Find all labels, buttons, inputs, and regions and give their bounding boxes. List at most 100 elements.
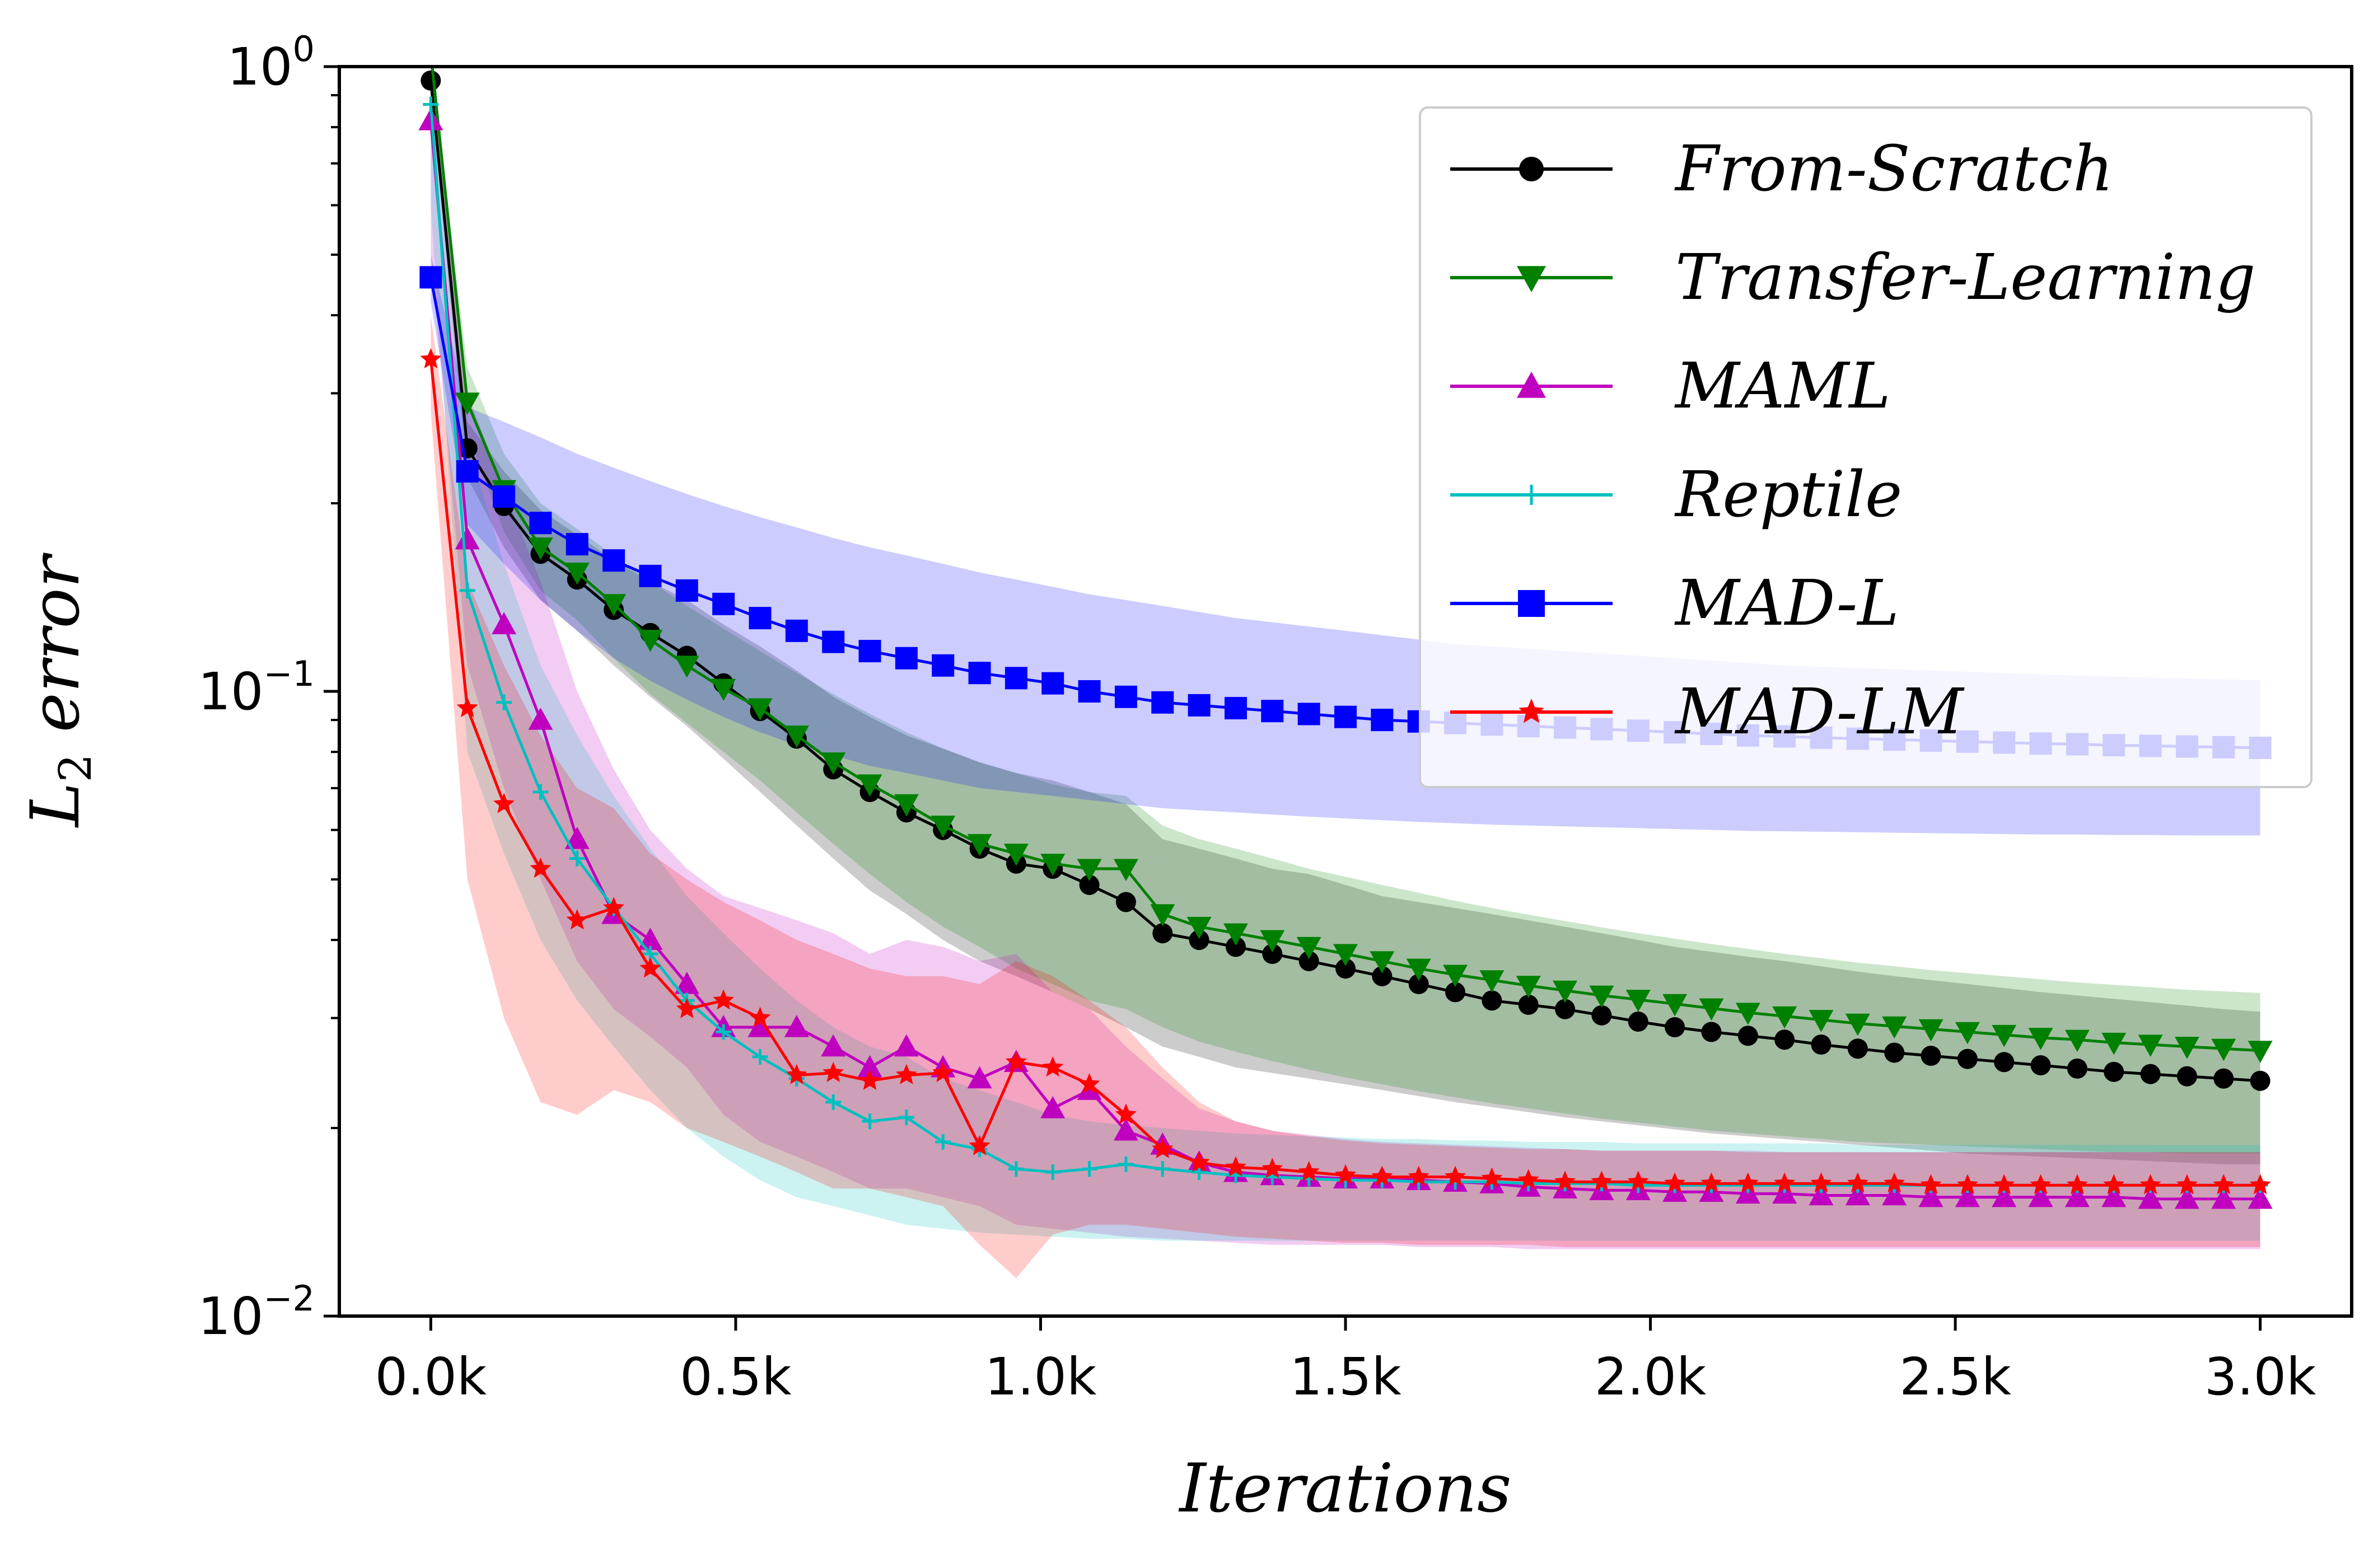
point-transfer-learning [1370, 951, 1395, 973]
point-transfer-learning [638, 630, 663, 652]
point-reptile [862, 1113, 878, 1130]
point-from-scratch [1555, 999, 1576, 1019]
point-maml [2064, 1185, 2090, 1207]
point-mad-lm [1956, 1174, 1978, 1195]
point-transfer-learning [674, 656, 699, 678]
point-maml [1918, 1185, 1943, 1207]
point-transfer-learning [1296, 937, 1321, 959]
point-maml [1992, 1185, 2017, 1207]
point-reptile [1081, 1161, 1097, 1177]
point-mad-lm [786, 1064, 807, 1084]
point-mad-lm [895, 1064, 917, 1084]
point-maml [2174, 1186, 2199, 1209]
series-mad-lm [420, 348, 2271, 1195]
point-mad-lm [2139, 1174, 2161, 1195]
point-from-scratch [1701, 1022, 1722, 1042]
point-reptile [459, 582, 475, 598]
legend-marker [1519, 699, 1544, 723]
point-maml [1845, 1183, 1870, 1206]
point-mad-l [493, 485, 516, 508]
point-transfer-learning [1809, 1010, 1834, 1032]
point-mad-lm [859, 1069, 881, 1090]
point-transfer-learning [894, 794, 919, 817]
y-tick-label: 10−2 [198, 1278, 315, 1346]
point-transfer-learning [2248, 1041, 2273, 1063]
point-mad-l [1005, 667, 1027, 690]
point-mad-lm [2103, 1174, 2125, 1195]
legend-marker [1521, 485, 1541, 505]
point-transfer-learning [1699, 998, 1724, 1021]
legend-label: Reptile [1674, 458, 1902, 531]
point-transfer-learning [1955, 1022, 1980, 1045]
point-mad-lm [2030, 1174, 2052, 1195]
point-transfer-learning [1443, 965, 1468, 987]
point-mad-lm [1481, 1167, 1503, 1188]
point-from-scratch [2250, 1070, 2270, 1091]
point-reptile [716, 1024, 732, 1040]
point-mad-lm [420, 348, 442, 368]
point-transfer-learning [1735, 1003, 1760, 1025]
point-mad-l [1114, 685, 1137, 708]
band-maml [431, 80, 2260, 1249]
point-mad-lm [1554, 1171, 1576, 1191]
point-mad-lm [2249, 1174, 2271, 1195]
point-mad-lm [1225, 1156, 1246, 1177]
point-from-scratch [1372, 966, 1393, 986]
point-from-scratch [1665, 1017, 1685, 1037]
point-mad-lm [1371, 1166, 1393, 1186]
point-mad-l [566, 533, 588, 556]
point-transfer-learning [1625, 990, 1651, 1012]
point-from-scratch [1591, 1005, 1612, 1026]
point-mad-lm [1152, 1138, 1174, 1158]
point-maml [564, 827, 590, 849]
point-maml [747, 1014, 773, 1037]
point-mad-lm [1445, 1166, 1466, 1186]
band-mad-lm [431, 315, 2260, 1279]
point-reptile [1118, 1156, 1134, 1172]
point-reptile [532, 784, 549, 800]
point-transfer-learning [931, 815, 956, 838]
point-from-scratch [2104, 1061, 2124, 1082]
point-mad-lm [566, 909, 588, 930]
point-mad-lm [1920, 1174, 1942, 1195]
point-mad-lm [1042, 1056, 1064, 1077]
point-transfer-learning [1918, 1019, 1943, 1042]
point-mad-l [1041, 672, 1064, 695]
point-mad-l [675, 579, 698, 602]
point-mad-lm [1884, 1172, 1905, 1193]
point-mad-lm [1737, 1172, 1759, 1193]
point-maml [674, 971, 699, 994]
point-mad-l [639, 564, 662, 587]
legend-marker [1517, 372, 1546, 398]
point-transfer-learning [2174, 1036, 2199, 1059]
point-mad-l [1261, 700, 1284, 723]
point-mad-lm [456, 697, 478, 718]
point-maml [857, 1055, 882, 1078]
point-mad-lm [749, 1007, 771, 1027]
point-from-scratch [2030, 1055, 2051, 1076]
point-mad-lm [1005, 1051, 1027, 1071]
point-transfer-learning [2028, 1028, 2053, 1050]
point-mad-lm [2213, 1174, 2235, 1195]
point-transfer-learning [1260, 930, 1285, 953]
point-reptile [935, 1134, 951, 1150]
legend-marker [1517, 266, 1546, 292]
point-mad-lm [932, 1061, 954, 1082]
point-transfer-learning [1003, 844, 1029, 866]
point-maml [2028, 1185, 2053, 1207]
legend-box [1419, 106, 2312, 788]
point-mad-l [1188, 694, 1211, 717]
point-mad-lm [1298, 1160, 1320, 1181]
point-transfer-learning [1333, 944, 1358, 966]
point-transfer-learning [2064, 1029, 2090, 1052]
point-transfer-learning [821, 752, 846, 775]
legend-marker [1518, 590, 1545, 617]
point-transfer-learning [601, 594, 627, 616]
point-mad-l [968, 662, 991, 685]
point-transfer-learning [2211, 1038, 2236, 1061]
x-tick-label: 2.5k [1899, 1347, 2011, 1407]
point-mad-l [1297, 703, 1320, 726]
point-from-scratch [421, 70, 441, 91]
point-transfer-learning [1223, 923, 1248, 946]
